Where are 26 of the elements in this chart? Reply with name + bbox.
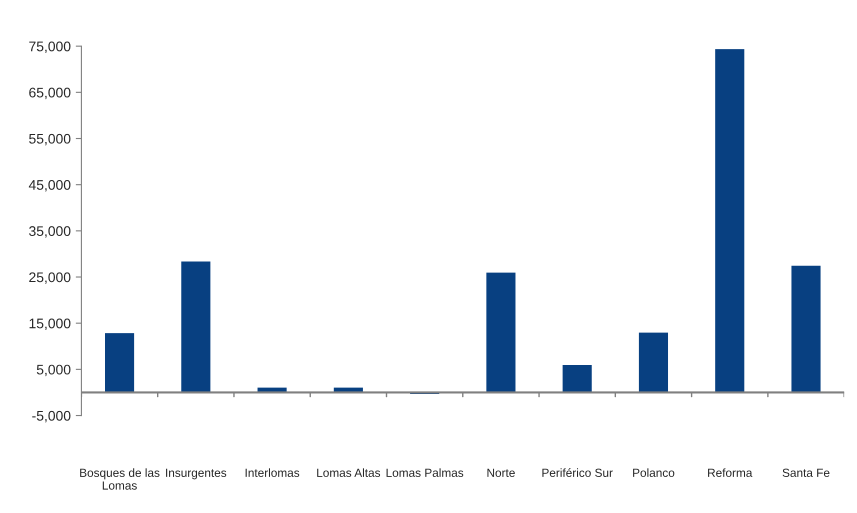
bar — [104, 332, 136, 394]
bar — [638, 331, 670, 394]
y-tick-label: 35,000 — [29, 226, 70, 238]
x-tick-label: Bosques de las Lomas — [80, 468, 160, 490]
y-tick-label: 65,000 — [29, 88, 70, 100]
x-tick-label: Lomas Altas — [317, 468, 380, 477]
y-tick-label: 15,000 — [30, 318, 70, 330]
bar — [561, 364, 594, 394]
x-tick-label: Periférico Sur — [542, 468, 613, 477]
y-tick-label: 25,000 — [29, 272, 70, 284]
y-tick-label: 75,000 — [29, 42, 70, 53]
x-tick-label: Insurgentes — [166, 468, 226, 480]
bar — [714, 48, 746, 394]
x-tick-label: Santa Fe — [782, 468, 830, 477]
bar — [790, 264, 822, 394]
y-tick-label: 55,000 — [29, 134, 70, 146]
y-tick-label: -5,000 — [32, 410, 70, 422]
x-tick-label: Norte — [487, 468, 515, 477]
x-tick-label: Reforma — [708, 468, 752, 477]
x-tick-label: Polanco — [633, 468, 674, 477]
x-tick-label: Interlomas — [246, 468, 300, 477]
bar — [484, 271, 517, 394]
x-tick-label: Lomas Palmas — [386, 468, 464, 477]
y-tick-label: 45,000 — [28, 180, 70, 192]
y-tick-label: 5,000 — [36, 364, 70, 376]
bar — [180, 260, 212, 394]
